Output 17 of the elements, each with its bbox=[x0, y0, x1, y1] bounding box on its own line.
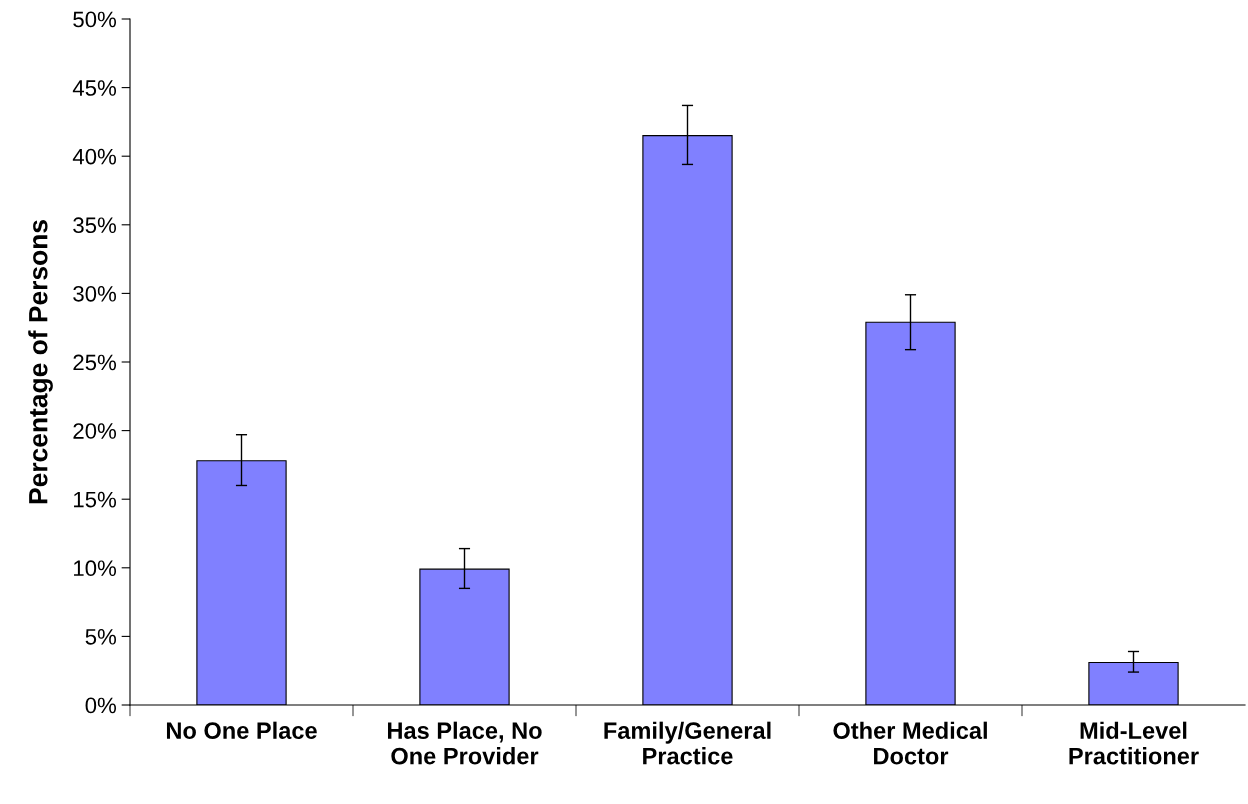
x-tick-label: Other Medical Doctor bbox=[833, 721, 987, 765]
x-tick-label: Mid-Level Practitioner bbox=[1069, 721, 1199, 765]
y-tick-label: 10% bbox=[74, 560, 117, 577]
y-tick-label: 40% bbox=[72, 148, 117, 165]
y-tick-label: 5% bbox=[85, 629, 117, 645]
y-tick-label: 0% bbox=[85, 697, 117, 714]
y-tick-label: 15% bbox=[74, 491, 117, 508]
y-axis-title: Percentage of Persons bbox=[28, 220, 53, 504]
x-tick-label: Has Place, No One Provider bbox=[388, 721, 542, 765]
y-tick-label: 25% bbox=[73, 354, 117, 371]
y-tick-label: 30% bbox=[73, 285, 117, 302]
y-tick-label: 45% bbox=[72, 80, 117, 96]
x-tick-label: No One Place bbox=[166, 721, 317, 740]
x-tick-label: Family/General Practice bbox=[604, 721, 771, 765]
y-tick-label: 20% bbox=[73, 423, 117, 439]
y-tick-label: 50% bbox=[73, 11, 117, 28]
y-tick-label: 35% bbox=[73, 217, 117, 234]
